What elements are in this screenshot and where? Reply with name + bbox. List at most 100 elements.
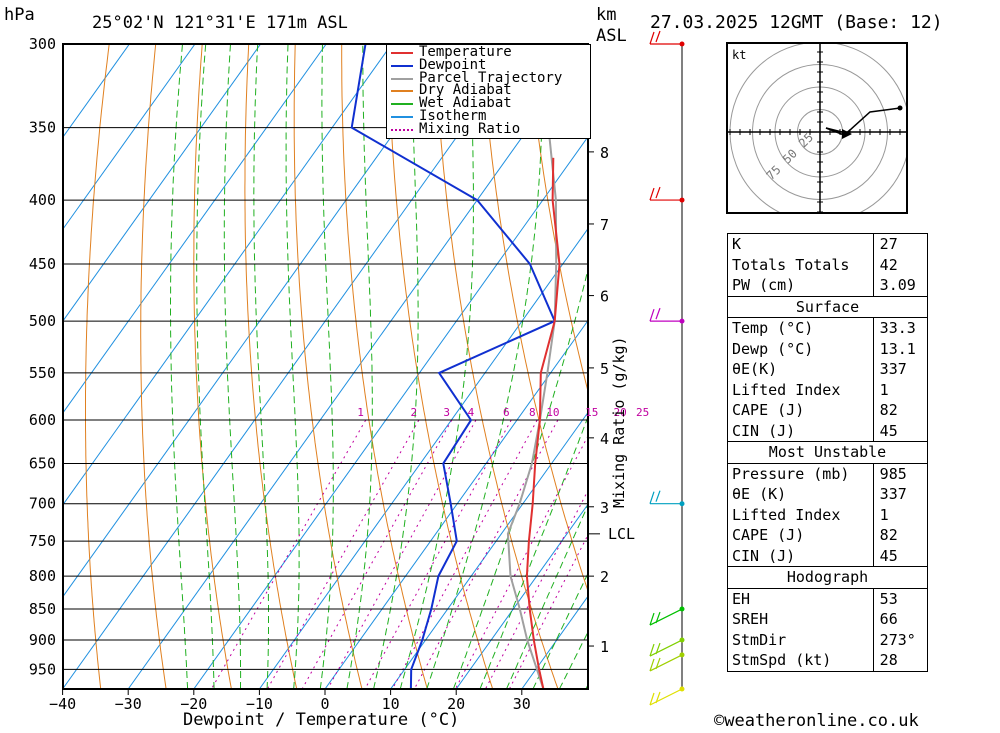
mixing-ratio-label: 3 [443, 406, 450, 419]
height-tick-label: 5 [600, 360, 609, 378]
pressure-tick-label: 650 [29, 454, 56, 472]
index-value: 27 [872, 233, 929, 255]
hodograph-end-point [897, 105, 903, 111]
wet-adiabat-line [223, 44, 242, 689]
dry-adiabat-line [527, 44, 588, 394]
index-label: StmSpd (kt) [727, 650, 874, 672]
index-value: 273° [872, 629, 929, 650]
storm-motion-arrow [842, 129, 852, 139]
dry-adiabat-line [946, 44, 1000, 689]
pressure-tick-label: 750 [29, 532, 56, 550]
plot-frame [62, 43, 589, 690]
legend-entry: Parcel Trajectory [419, 69, 563, 86]
temperature-tick-label: 30 [513, 695, 531, 713]
index-value: 28 [872, 650, 929, 672]
index-value: 82 [872, 400, 929, 421]
wet-adiabat-line [399, 44, 474, 689]
legend-swatch [391, 90, 413, 93]
lcl-label: LCL [608, 525, 635, 543]
wet-adiabat-line [170, 44, 189, 689]
indices-table: K 27 Totals Totals 42 PW (cm) 3.09 Surface Temp… [727, 233, 929, 672]
index-value: 42 [872, 254, 929, 275]
legend-entry: Dry Adiabat [419, 82, 512, 99]
wind-barb [649, 307, 682, 322]
height-tick-label: 2 [600, 568, 609, 586]
height-tick-label: 1 [600, 638, 609, 656]
index-value: 337 [872, 359, 929, 380]
index-label: PW (cm) [727, 275, 874, 296]
legend-entry: Mixing Ratio [419, 120, 521, 137]
pressure-tick-label: 800 [29, 567, 56, 585]
legend-entry: Temperature [419, 44, 512, 60]
index-label: StmDir [727, 629, 874, 650]
dewpoint-profile [350, 44, 557, 689]
mixing-ratio-line [508, 533, 588, 689]
section-title: Surface [727, 295, 928, 318]
legend-swatch [391, 77, 413, 80]
height-unit: km [596, 5, 617, 25]
legend-swatch [391, 64, 413, 67]
index-label: K [727, 233, 874, 255]
wet-adiabat-line [196, 44, 215, 689]
wet-adiabat-line [426, 44, 544, 689]
height-tick-label: 4 [600, 430, 609, 448]
temperature-tick-label: −40 [49, 695, 76, 713]
mixing-ratio-label: 1 [357, 406, 364, 419]
index-value: 45 [872, 420, 929, 442]
hodograph-unit: kt [732, 48, 747, 62]
temperature-tick-label: 10 [382, 695, 400, 713]
wind-barb [649, 639, 683, 657]
mixing-ratio-label: 6 [503, 406, 510, 419]
index-label: θE(K) [727, 359, 874, 380]
isotherm-line [63, 44, 262, 322]
wind-barb [649, 608, 683, 626]
isotherm-line [63, 44, 393, 506]
index-value: 53 [872, 588, 929, 609]
wet-adiabat-line [452, 267, 588, 689]
index-label: Lifted Index [727, 379, 874, 400]
index-value: 13.1 [872, 338, 929, 359]
temperature-tick-label: 0 [320, 695, 329, 713]
wet-adiabat-line [253, 44, 269, 689]
mixing-ratio-line [364, 419, 512, 689]
index-label: Temp (°C) [727, 317, 874, 339]
pressure-tick-label: 550 [29, 364, 56, 382]
dry-adiabat-line [244, 44, 298, 689]
hodograph-trace [825, 107, 901, 136]
hodograph-ring-label: 50 [780, 146, 800, 166]
isotherm-line [63, 44, 196, 230]
chart-legend: Temperature Dewpoint Parcel Trajectory Dry … [386, 44, 591, 139]
dry-adiabat-line [480, 44, 588, 593]
index-label: CIN (J) [727, 545, 874, 567]
plot-area [63, 44, 1000, 689]
wet-adiabat-line [319, 44, 334, 689]
wind-barb [649, 688, 683, 706]
mixing-ratio-label: 25 [636, 406, 649, 419]
index-value: 45 [872, 545, 929, 567]
x-axis-label: Dewpoint / Temperature (°C) [183, 710, 460, 730]
temperature-tick-label: 20 [447, 695, 465, 713]
legend-swatch [391, 52, 413, 54]
isotherm-line [127, 44, 588, 689]
pressure-tick-label: 500 [29, 312, 56, 330]
pressure-tick-label: 900 [29, 631, 56, 649]
section-title: Most Unstable [727, 441, 928, 464]
legend-swatch [391, 116, 413, 118]
isotherm-line [390, 411, 588, 689]
legend-swatch [391, 128, 413, 131]
dry-adiabat-line [387, 44, 494, 689]
dry-adiabat-line [341, 44, 428, 689]
legend-swatch [391, 103, 413, 106]
wet-adiabat-line [285, 44, 300, 689]
height-reference: ASL [596, 26, 627, 46]
isotherm-line [455, 503, 588, 689]
wind-barb [649, 490, 682, 505]
isotherm-line [63, 44, 458, 598]
copyright: ©weatheronline.co.uk [714, 711, 919, 731]
hodograph-ring [729, 41, 911, 223]
isotherm-line [324, 319, 588, 689]
pressure-tick-label: 950 [29, 660, 56, 678]
index-label: θE (K) [727, 484, 874, 505]
temperature-tick-label: −30 [115, 695, 142, 713]
